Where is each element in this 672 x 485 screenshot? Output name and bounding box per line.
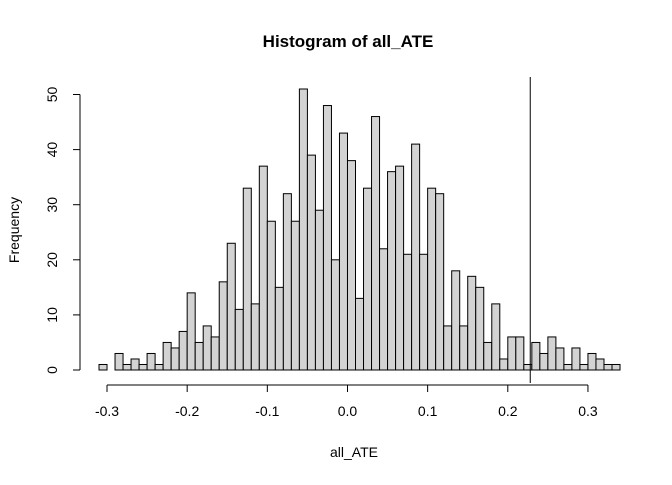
histogram-bar bbox=[338, 132, 348, 371]
histogram-bar bbox=[218, 281, 228, 371]
histogram-bar bbox=[154, 363, 164, 371]
histogram-bar bbox=[563, 363, 573, 371]
histogram-bar bbox=[282, 193, 292, 371]
y-tick-label: 40 bbox=[44, 142, 60, 158]
histogram-bar bbox=[202, 325, 212, 371]
histogram-bar bbox=[491, 303, 501, 371]
histogram-bar bbox=[555, 347, 565, 371]
x-axis: -0.3 -0.2 -0.1 0.0 0.1 0.2 0.3 bbox=[95, 384, 598, 419]
histogram-bar bbox=[178, 330, 188, 371]
histogram-bar bbox=[419, 253, 429, 371]
histogram-bar bbox=[186, 292, 196, 371]
histogram-bar bbox=[403, 253, 413, 371]
histogram-bar bbox=[234, 308, 244, 371]
histogram-bar bbox=[587, 352, 597, 371]
histogram-bar bbox=[395, 165, 405, 371]
histogram-bar bbox=[539, 352, 549, 371]
histogram-bar bbox=[330, 259, 340, 371]
histogram-bar bbox=[531, 341, 541, 371]
histogram-bar bbox=[611, 363, 621, 371]
histogram-bar bbox=[98, 363, 108, 371]
histogram-bar bbox=[435, 193, 445, 371]
histogram-bar bbox=[355, 297, 365, 371]
x-tick-label: 0.0 bbox=[338, 403, 358, 419]
histogram-bar bbox=[170, 347, 180, 371]
histogram-bar bbox=[314, 209, 324, 371]
y-tick-label: 20 bbox=[44, 252, 60, 268]
x-tick-label: -0.2 bbox=[175, 403, 199, 419]
histogram-bar bbox=[467, 275, 477, 371]
histogram-bar bbox=[162, 341, 172, 371]
histogram-bar bbox=[242, 187, 252, 371]
histogram-bar bbox=[515, 336, 525, 371]
y-axis-label: Frequency bbox=[6, 197, 22, 263]
x-tick-label: 0.3 bbox=[578, 403, 598, 419]
histogram-bar bbox=[290, 220, 300, 371]
histogram-bar bbox=[122, 363, 132, 371]
histogram-bar bbox=[411, 143, 421, 371]
histogram-bar bbox=[475, 286, 485, 371]
histogram-bar bbox=[130, 358, 140, 371]
histogram-bar bbox=[226, 242, 236, 371]
histogram-bar bbox=[507, 336, 517, 371]
histogram-bar bbox=[387, 171, 397, 371]
histogram-bar bbox=[274, 286, 284, 371]
y-tick-label: 10 bbox=[44, 307, 60, 323]
histogram-bar bbox=[571, 347, 581, 371]
histogram-bar bbox=[547, 336, 557, 371]
histogram-bar bbox=[443, 325, 453, 371]
histogram-bar bbox=[210, 336, 220, 371]
histogram-bar bbox=[322, 105, 332, 371]
histogram-bar bbox=[250, 303, 260, 371]
histogram-bar bbox=[499, 358, 509, 371]
histogram-bar bbox=[459, 325, 469, 371]
histogram-bar bbox=[306, 154, 316, 371]
histogram-bar bbox=[363, 187, 373, 371]
y-tick-label: 0 bbox=[44, 366, 60, 374]
histogram-bar bbox=[371, 116, 381, 371]
histogram-bar bbox=[258, 165, 268, 371]
x-tick-label: 0.1 bbox=[418, 403, 438, 419]
x-tick-label: -0.1 bbox=[255, 403, 279, 419]
histogram-bar bbox=[146, 352, 156, 371]
y-tick-label: 50 bbox=[44, 87, 60, 103]
y-tick-label: 30 bbox=[44, 197, 60, 213]
histogram-bar bbox=[379, 248, 389, 371]
chart-title: Histogram of all_ATE bbox=[263, 32, 434, 51]
histogram-bar bbox=[346, 160, 357, 371]
x-tick-label: -0.3 bbox=[95, 403, 119, 419]
histogram-bar bbox=[298, 88, 308, 371]
histogram-bar bbox=[579, 363, 589, 371]
histogram-bar bbox=[427, 187, 437, 371]
histogram-bar bbox=[138, 363, 148, 371]
histogram-bar bbox=[114, 352, 124, 371]
histogram-bar bbox=[595, 358, 605, 371]
histogram-bar bbox=[266, 220, 276, 371]
histogram-bar bbox=[451, 270, 461, 371]
histogram-bar bbox=[603, 363, 613, 371]
x-tick-label: 0.2 bbox=[498, 403, 518, 419]
y-axis: 0 10 20 30 40 50 bbox=[44, 87, 81, 374]
bars-group bbox=[98, 88, 621, 371]
histogram-bar bbox=[194, 341, 204, 371]
x-axis-label: all_ATE bbox=[330, 444, 378, 460]
histogram-bar bbox=[483, 341, 493, 371]
